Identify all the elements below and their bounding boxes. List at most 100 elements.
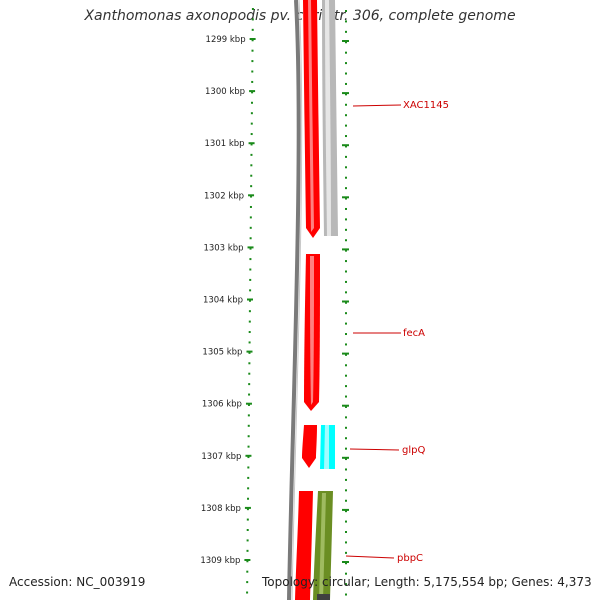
left-ruler-minor-tick <box>246 570 249 573</box>
left-ruler-minor-tick <box>246 529 249 531</box>
right-ruler-minor-tick <box>345 447 347 450</box>
right-ruler-minor-tick <box>345 426 347 429</box>
right-ruler-minor-tick <box>345 270 347 273</box>
left-ruler-minor-tick <box>250 185 253 188</box>
right-ruler-minor-tick <box>345 187 347 190</box>
gene-label-pbpc[interactable]: pbpC <box>397 553 423 564</box>
left-ruler-minor-tick <box>247 414 250 417</box>
right-ruler-minor-tick <box>345 239 347 242</box>
left-ruler-minor-tick <box>247 466 250 469</box>
ruler-tick-label: 1305 kbp <box>202 348 242 358</box>
left-ruler-minor-tick <box>249 237 252 240</box>
right-ruler-minor-tick <box>345 93 347 96</box>
right-ruler-minor-tick <box>345 218 347 221</box>
right-ruler-minor-tick <box>345 458 347 461</box>
right-ruler-minor-tick <box>345 124 347 127</box>
left-ruler-minor-tick <box>248 331 251 334</box>
right-ruler-minor-tick <box>345 51 347 54</box>
right-ruler-minor-tick <box>345 228 347 231</box>
right-ruler-minor-tick <box>345 176 347 179</box>
ruler-tick-label: 1300 kbp <box>205 87 245 97</box>
left-ruler-minor-tick <box>249 268 252 271</box>
right-ruler-minor-tick <box>345 572 347 575</box>
genome-backbone-highlight <box>291 0 303 600</box>
right-ruler-minor-tick <box>345 395 347 398</box>
right-ruler-minor-tick <box>345 145 347 148</box>
right-ruler-minor-tick <box>345 41 347 44</box>
left-ruler-minor-tick <box>246 560 249 563</box>
right-ruler-minor-tick <box>345 583 347 586</box>
right-ruler-minor-tick <box>345 249 347 252</box>
right-ruler-minor-tick <box>345 260 347 263</box>
right-ruler-minor-tick <box>345 197 347 200</box>
right-ruler-minor-tick <box>345 301 347 304</box>
right-ruler-minor-tick <box>345 155 347 158</box>
right-ruler-minor-tick <box>345 374 347 377</box>
ruler-tick-label: 1308 kbp <box>201 504 241 514</box>
gene-label-glpq[interactable]: glpQ <box>402 445 425 456</box>
right-ruler-minor-tick <box>345 291 347 294</box>
gene-arrow-pbpc-highlight <box>319 493 326 600</box>
right-ruler-minor-tick <box>345 531 347 533</box>
gene-callouts: XAC1145 fecA glpQ pbpC <box>345 100 449 564</box>
right-ruler-minor-tick <box>345 593 347 596</box>
left-ruler-minor-tick <box>250 122 253 125</box>
left-ruler-minor-tick <box>251 49 254 52</box>
gene-arrow-glpq-highlight <box>324 425 329 469</box>
gene-arrow-dark-stub <box>317 594 330 600</box>
right-ruler-minor-tick <box>345 510 347 513</box>
right-ruler-minor-tick <box>345 135 347 138</box>
gene-label-xac1145[interactable]: XAC1145 <box>403 100 449 111</box>
right-ruler-minor-tick <box>345 499 347 502</box>
ruler-tick-label: 1307 kbp <box>201 452 241 462</box>
left-ruler-minor-tick <box>246 581 249 584</box>
callout-line-xac1145 <box>352 104 402 107</box>
left-ruler-minor-tick <box>251 28 254 31</box>
accession-text: Accession: NC_003919 <box>9 575 146 589</box>
ruler-tick-label: 1306 kbp <box>202 400 242 410</box>
left-ruler-minor-tick <box>249 247 252 250</box>
left-ruler-minor-tick <box>251 80 254 83</box>
left-ruler-minor-tick <box>247 403 250 406</box>
left-ruler-minor-tick <box>250 195 253 198</box>
gene-arrow-gray-highlight <box>325 0 331 236</box>
gene-arrow-red-small[interactable] <box>302 425 317 468</box>
left-ruler-minor-tick <box>246 591 249 594</box>
right-ruler-minor-tick <box>345 520 347 523</box>
right-ruler-minor-tick <box>345 312 347 315</box>
ruler-tick-label: 1299 kbp <box>206 35 246 45</box>
left-ruler-minor-tick <box>250 153 253 156</box>
right-ruler-minor-tick <box>345 478 347 481</box>
right-ruler-minor-tick <box>345 551 347 554</box>
left-ruler-minor-tick <box>248 320 251 323</box>
right-ruler <box>342 10 349 596</box>
left-ruler-minor-tick <box>246 518 249 521</box>
left-ruler-minor-tick <box>246 549 249 552</box>
right-ruler-minor-tick <box>345 30 347 33</box>
left-ruler-minor-tick <box>250 112 253 115</box>
gene-label-feca[interactable]: fecA <box>403 328 425 339</box>
right-ruler-minor-tick <box>345 333 347 336</box>
left-ruler-minor-tick <box>248 341 251 344</box>
left-ruler-minor-tick <box>248 351 251 354</box>
right-ruler-minor-tick <box>345 20 347 23</box>
left-ruler-minor-tick <box>247 435 250 438</box>
left-ruler-minor-tick <box>251 8 254 10</box>
right-ruler-minor-tick <box>345 82 347 85</box>
left-ruler: 1299 kbp 1300 kbp 1301 kbp 1302 kbp 1303 kbp… <box>200 8 256 594</box>
left-ruler-minor-tick <box>250 133 253 136</box>
left-ruler-minor-tick <box>250 174 253 177</box>
left-ruler-minor-tick <box>246 539 249 542</box>
ruler-tick-label: 1303 kbp <box>203 243 243 253</box>
left-ruler-minor-tick <box>247 476 250 479</box>
left-ruler-minor-tick <box>248 393 251 396</box>
right-ruler-minor-tick <box>345 166 347 169</box>
gene-arrow-red-bottom[interactable] <box>295 491 313 600</box>
right-ruler-minor-tick <box>345 562 347 565</box>
left-ruler-minor-tick <box>250 143 253 146</box>
callout-line-pbpc <box>345 555 395 559</box>
right-ruler-minor-tick <box>345 364 347 367</box>
left-ruler-minor-tick <box>247 445 250 448</box>
left-ruler-minor-tick <box>248 372 251 375</box>
